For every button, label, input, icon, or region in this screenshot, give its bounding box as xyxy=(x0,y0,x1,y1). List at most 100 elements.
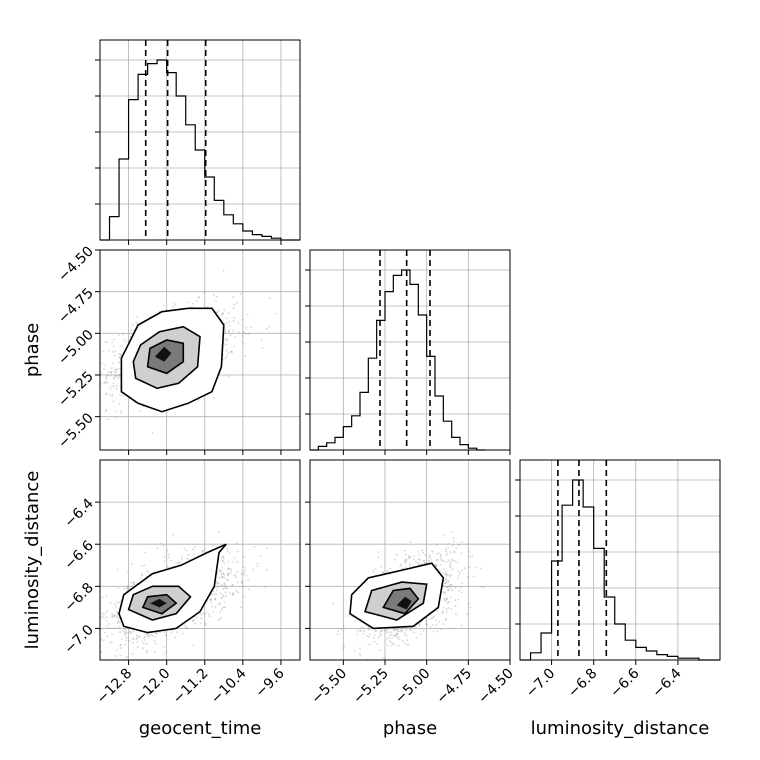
scatter-point xyxy=(430,617,433,620)
scatter-point xyxy=(203,612,205,615)
scatter-point xyxy=(445,598,448,601)
scatter-point xyxy=(226,547,229,550)
scatter-point xyxy=(379,649,382,652)
scatter-point xyxy=(233,303,236,306)
scatter-point xyxy=(382,571,384,574)
scatter-point xyxy=(379,632,382,635)
scatter-point xyxy=(170,631,173,634)
scatter-point xyxy=(124,341,127,344)
scatter-point xyxy=(268,325,271,328)
density-level-3 xyxy=(383,588,419,614)
scatter-point xyxy=(222,576,224,578)
scatter-point xyxy=(224,331,227,334)
scatter-point xyxy=(121,394,124,397)
scatter-point xyxy=(132,641,135,644)
scatter-point xyxy=(151,634,154,637)
scatter-point xyxy=(434,619,437,622)
scatter-point xyxy=(105,595,108,598)
scatter-point xyxy=(417,554,420,556)
scatter-point xyxy=(224,587,227,589)
scatter-point xyxy=(412,565,415,567)
scatter-point xyxy=(115,388,118,391)
scatter-point xyxy=(221,312,224,315)
scatter-point xyxy=(451,544,454,547)
scatter-point xyxy=(445,571,447,574)
contour-line-3 xyxy=(141,593,178,615)
scatter-point xyxy=(454,586,457,589)
scatter-point xyxy=(216,311,218,314)
scatter-point xyxy=(368,633,371,636)
scatter-point xyxy=(374,567,377,570)
scatter-point xyxy=(449,565,452,567)
scatter-point xyxy=(163,631,166,634)
scatter-point xyxy=(244,569,247,572)
scatter-point xyxy=(112,378,115,380)
scatter-point xyxy=(405,559,408,562)
scatter-point xyxy=(204,622,207,625)
scatter-point xyxy=(440,564,443,566)
scatter-point xyxy=(228,329,231,332)
scatter-point xyxy=(244,333,247,336)
scatter-point xyxy=(449,575,451,578)
scatter-point xyxy=(422,551,424,554)
scatter-point xyxy=(378,631,381,633)
scatter-point xyxy=(422,559,425,562)
scatter-point xyxy=(368,628,371,630)
scatter-point xyxy=(120,412,123,415)
scatter-point xyxy=(221,555,224,557)
scatter-point xyxy=(116,568,119,571)
scatter-point xyxy=(418,623,421,626)
scatter-point xyxy=(216,583,219,585)
scatter-point xyxy=(112,362,115,365)
scatter-point xyxy=(180,558,183,561)
scatter-point xyxy=(116,611,119,614)
scatter-point xyxy=(145,570,148,572)
scatter-point xyxy=(445,572,448,575)
scatter-point xyxy=(116,649,119,652)
scatter-point xyxy=(231,584,234,587)
scatter-point xyxy=(445,550,447,553)
scatter-point xyxy=(230,350,233,353)
scatter-point xyxy=(210,598,212,601)
scatter-point xyxy=(395,634,397,637)
scatter-point xyxy=(448,584,451,587)
scatter-point xyxy=(113,602,116,605)
scatter-point xyxy=(123,628,126,631)
scatter-point xyxy=(156,632,158,635)
scatter-point xyxy=(228,552,231,555)
scatter-point xyxy=(158,310,161,313)
scatter-point xyxy=(260,339,263,342)
scatter-point xyxy=(104,631,106,634)
scatter-point xyxy=(400,563,402,566)
scatter-point xyxy=(385,629,388,632)
scatter-point xyxy=(210,601,213,604)
scatter-point xyxy=(372,570,375,573)
ylabel-phase: phase xyxy=(22,323,43,377)
scatter-point xyxy=(199,612,202,615)
scatter-point xyxy=(214,606,217,609)
scatter-point xyxy=(268,297,271,300)
scatter-point xyxy=(442,623,445,625)
scatter-point xyxy=(197,399,200,401)
scatter-point xyxy=(245,326,248,329)
scatter-point xyxy=(201,549,204,552)
scatter-point xyxy=(393,629,396,632)
scatter-point xyxy=(187,553,190,556)
scatter-point xyxy=(221,593,224,596)
scatter-point xyxy=(236,542,238,545)
scatter-point xyxy=(237,321,240,324)
scatter-point xyxy=(451,568,454,571)
scatter-point xyxy=(140,573,143,576)
scatter-point xyxy=(197,297,199,299)
scatter-point xyxy=(236,301,238,304)
scatter-point xyxy=(246,313,249,316)
scatter-point xyxy=(416,562,419,564)
scatter-point xyxy=(174,636,177,639)
scatter-point xyxy=(124,634,127,637)
scatter-point xyxy=(183,547,186,550)
scatter-point xyxy=(173,301,176,304)
scatter-point xyxy=(174,303,177,306)
scatter-point xyxy=(222,556,225,559)
scatter-point xyxy=(154,651,157,653)
scatter-point xyxy=(343,645,346,648)
